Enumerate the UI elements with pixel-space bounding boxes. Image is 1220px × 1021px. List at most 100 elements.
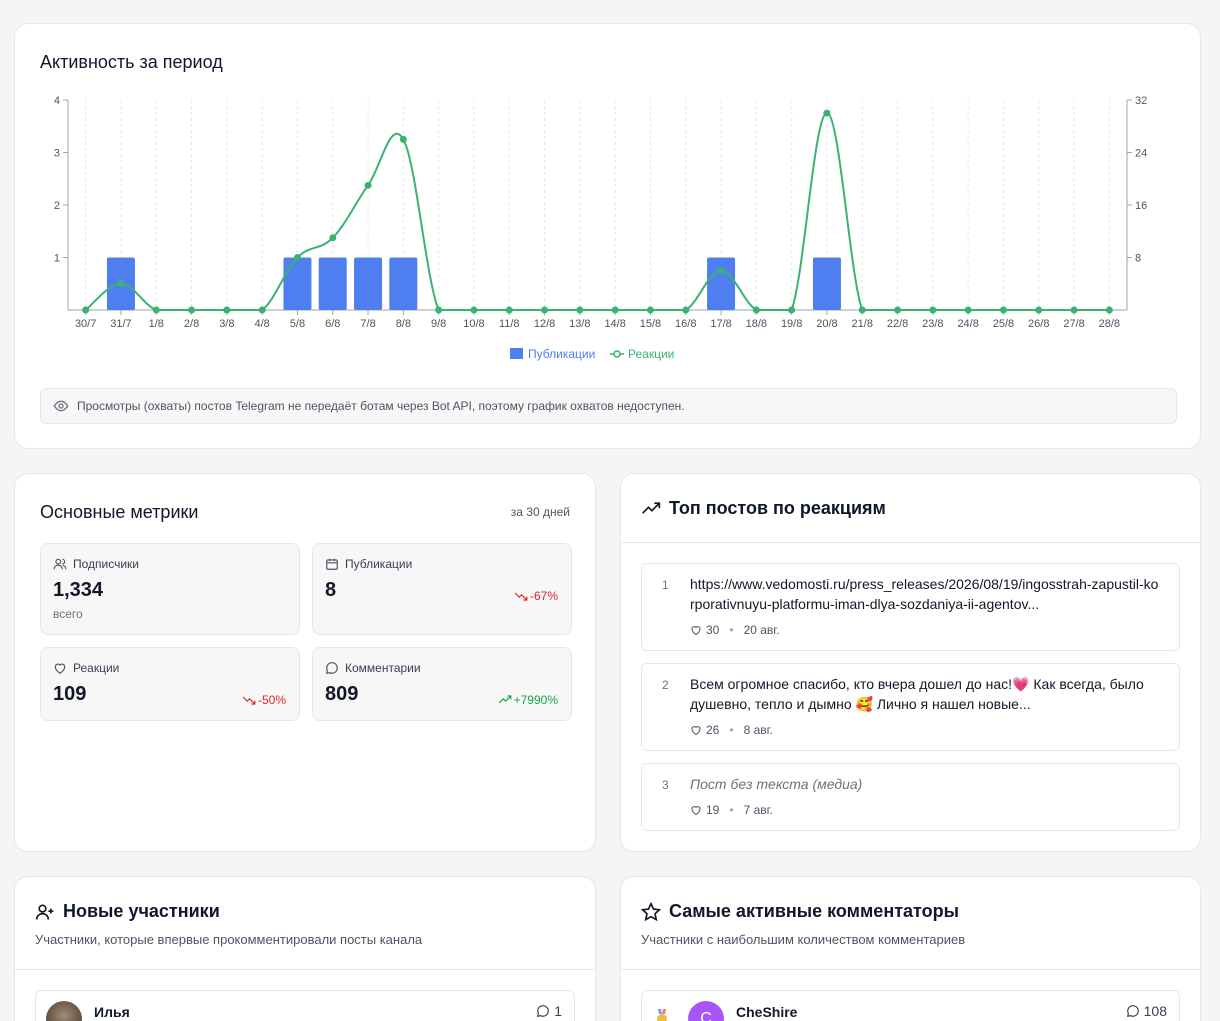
x-tick-label: 21/8: [852, 318, 873, 330]
post-date: 8 авг.: [743, 723, 773, 737]
x-tick-label: 31/7: [110, 318, 131, 330]
trending-up-icon: [642, 501, 661, 514]
point-reactions: [152, 306, 160, 314]
active-commenters-subtitle: Участники с наибольшим количеством комме…: [641, 932, 966, 947]
post-text: Пост без текста (медиа): [690, 776, 863, 792]
point-reactions: [964, 306, 972, 314]
new-members-subtitle: Участники, которые впервые прокомментиро…: [35, 932, 423, 947]
metric-value-comments: 809: [325, 683, 359, 705]
metric-label-reactions: Реакции: [73, 661, 120, 675]
x-tick-label: 4/8: [255, 318, 270, 330]
metric-reactions: Реакции 109 -50%: [40, 647, 300, 721]
avatar-initial: C: [700, 1010, 712, 1021]
post-item-3[interactable]: 3 Пост без текста (медиа) 19 • 7 авг.: [641, 763, 1180, 831]
metric-label-comments: Комментарии: [345, 661, 421, 675]
line-reactions: [85, 112, 1110, 312]
divider: [621, 542, 1200, 543]
x-tick-label: 9/8: [431, 318, 446, 330]
commenter-comment-count: 108: [1143, 1003, 1167, 1019]
x-tick-label: 24/8: [957, 318, 978, 330]
point-reactions: [646, 306, 654, 314]
user-plus-icon: [35, 904, 54, 920]
point-reactions: [1070, 306, 1078, 314]
medal-icon: [654, 1009, 670, 1021]
divider: [15, 969, 595, 970]
point-reactions: [576, 306, 584, 314]
point-reactions: [929, 306, 937, 314]
member-comment-count: 1: [554, 1003, 562, 1019]
avatar: C: [688, 1001, 724, 1021]
metric-delta-publications: -67%: [514, 589, 558, 603]
x-tick-label: 20/8: [816, 318, 837, 330]
message-circle-icon: [537, 1005, 550, 1017]
meta-separator: •: [729, 723, 734, 737]
legend-label-reactions: Реакции: [628, 347, 674, 361]
metric-value-reactions: 109: [53, 683, 87, 705]
legend-label-publications: Публикации: [528, 347, 595, 361]
y-tick-label-left: 2: [54, 200, 60, 212]
point-reactions: [364, 181, 372, 189]
calendar-icon: [326, 558, 338, 570]
post-item-2[interactable]: 2 Всем огромное спасибо, кто вчера дошел…: [641, 663, 1180, 751]
x-tick-label: 5/8: [290, 318, 305, 330]
point-reactions: [541, 306, 549, 314]
message-circle-icon: [326, 662, 338, 674]
post-date: 20 авг.: [743, 623, 780, 637]
x-tick-label: 16/8: [675, 318, 696, 330]
x-tick-label: 17/8: [710, 318, 731, 330]
bar-publications: [354, 257, 383, 310]
x-tick-label: 14/8: [604, 318, 625, 330]
bar-publications: [318, 257, 347, 310]
post-rank: 2: [662, 678, 669, 692]
point-reactions: [329, 234, 337, 242]
x-tick-label: 19/8: [781, 318, 802, 330]
legend-swatch-publications: [510, 348, 523, 359]
meta-separator: •: [729, 803, 734, 817]
metrics-card: Основные метрики за 30 дней Подписчики 1…: [14, 473, 596, 852]
y-tick-label-left: 3: [54, 148, 60, 160]
point-reactions: [788, 306, 796, 314]
metric-delta-comments: +7990%: [498, 693, 558, 707]
meta-separator: •: [729, 623, 734, 637]
commenter-name: CheShire: [736, 1004, 798, 1020]
metric-delta-reactions: -50%: [242, 693, 286, 707]
post-likes: 19: [706, 803, 720, 817]
message-circle-icon: [1126, 1005, 1139, 1017]
point-reactions: [1035, 306, 1043, 314]
point-reactions: [611, 306, 619, 314]
x-tick-label: 28/8: [1099, 318, 1120, 330]
users-icon: [53, 558, 67, 570]
metric-label-subscribers: Подписчики: [73, 557, 140, 571]
post-item-1[interactable]: 1 https://www.vedomosti.ru/press_release…: [641, 563, 1180, 651]
point-reactions: [717, 267, 725, 275]
metric-comments: Комментарии 809 +7990%: [312, 647, 572, 721]
divider: [621, 969, 1200, 970]
point-reactions: [894, 306, 902, 314]
metric-sub-subscribers: всего: [53, 607, 83, 621]
bar-publications: [389, 257, 418, 310]
point-reactions: [399, 135, 407, 143]
heart-icon: [691, 726, 701, 736]
x-tick-label: 23/8: [922, 318, 943, 330]
post-date: 7 авг.: [743, 803, 773, 817]
point-reactions: [858, 306, 866, 314]
top-posts-title: Топ постов по реакциям: [669, 498, 886, 518]
member-item[interactable]: Илья 1: [35, 990, 575, 1021]
point-reactions: [82, 306, 90, 314]
commenter-item[interactable]: C CheShire 108: [641, 990, 1180, 1021]
x-tick-label: 11/8: [499, 318, 520, 330]
x-tick-label: 7/8: [360, 318, 375, 330]
y-tick-label-right: 32: [1135, 95, 1147, 107]
x-tick-label: 13/8: [569, 318, 590, 330]
y-tick-label-right: 8: [1135, 253, 1141, 265]
post-rank: 3: [662, 778, 669, 792]
trending-down-icon: [242, 696, 256, 705]
chart-info-text: Просмотры (охваты) постов Telegram не пе…: [77, 399, 685, 413]
x-tick-label: 25/8: [993, 318, 1014, 330]
heart-icon: [54, 663, 66, 674]
x-tick-label: 8/8: [396, 318, 411, 330]
heart-icon: [691, 806, 701, 816]
x-tick-label: 15/8: [640, 318, 661, 330]
point-reactions: [752, 306, 760, 314]
trending-down-icon: [514, 592, 528, 601]
